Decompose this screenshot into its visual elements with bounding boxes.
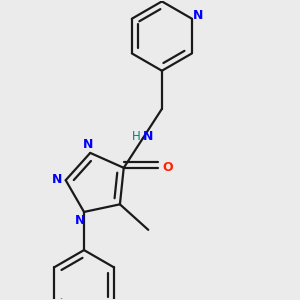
Text: N: N (52, 173, 62, 186)
Text: N: N (142, 130, 153, 143)
Text: H: H (131, 130, 140, 143)
Text: N: N (83, 138, 94, 151)
Text: O: O (162, 161, 173, 174)
Text: N: N (193, 9, 203, 22)
Text: N: N (75, 214, 85, 226)
